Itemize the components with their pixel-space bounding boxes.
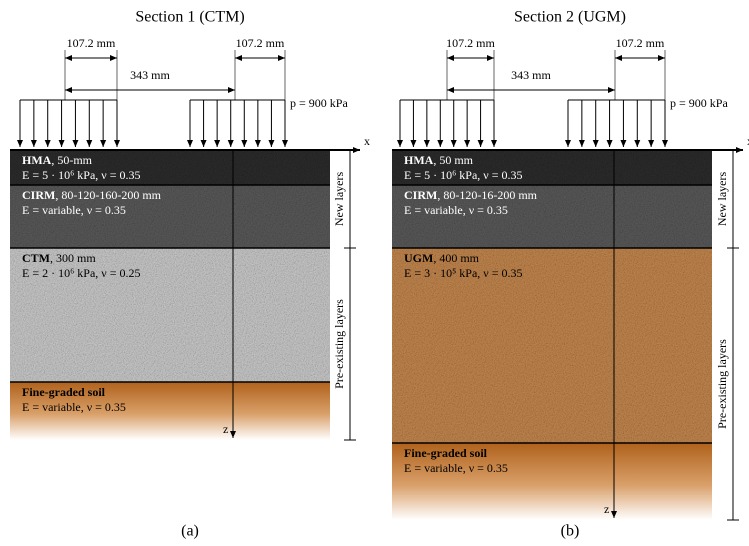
dim-label: 107.2 mm [616, 36, 665, 50]
layer-name: Fine-graded soil [404, 446, 488, 460]
layer-props: E = variable, ν = 0.35 [22, 203, 126, 217]
layer-name: HMA [22, 153, 52, 167]
x-axis-label: x [364, 134, 370, 148]
caption: (b) [561, 523, 580, 540]
dim-label: 343 mm [130, 68, 170, 82]
layer-label: Fine-graded soil [404, 446, 488, 460]
group-label: New layers [715, 172, 729, 227]
layer-label: CIRM, 80-120-16-200 mm [404, 188, 538, 202]
dim-label: 343 mm [511, 68, 551, 82]
layer-label: Fine-graded soil [22, 385, 106, 399]
layer-props: E = variable, ν = 0.35 [404, 203, 508, 217]
section-title: Section 1 (CTM) [135, 9, 244, 26]
layer-props: E = 2 · 10⁶ kPa, ν = 0.25 [22, 266, 140, 280]
section-title: Section 2 (UGM) [514, 9, 626, 26]
load-label: p = 900 kPa [290, 96, 348, 110]
layer-name: HMA [404, 153, 434, 167]
layer-label: HMA, 50 mm [404, 153, 474, 167]
layer-detail: , 80-120-160-200 mm [55, 188, 161, 202]
layer-label: CIRM, 80-120-160-200 mm [22, 188, 162, 202]
layer-props: E = variable, ν = 0.35 [404, 461, 508, 475]
diagram: Section 1 (CTM)(a)HMA, 50-mmE = 5 · 10⁶ … [0, 0, 749, 546]
dim-label: 107.2 mm [236, 36, 285, 50]
layer-label: UGM, 400 mm [404, 251, 480, 265]
load-label: p = 900 kPa [670, 96, 728, 110]
layer-detail: , 80-120-16-200 mm [437, 188, 537, 202]
z-axis-label: z [604, 502, 609, 516]
layer-detail: , 50-mm [51, 153, 92, 167]
group-label: Pre-existing layers [332, 299, 346, 389]
group-label: Pre-existing layers [715, 339, 729, 429]
layer-props: E = 5 · 10⁶ kPa, ν = 0.35 [22, 168, 140, 182]
layer-detail: , 400 mm [433, 251, 479, 265]
layer-label: CTM, 300 mm [22, 251, 96, 265]
layer-props: E = 3 · 10⁵ kPa, ν = 0.35 [404, 266, 522, 280]
caption: (a) [181, 523, 199, 540]
layer-props: E = variable, ν = 0.35 [22, 400, 126, 414]
layer-name: Fine-graded soil [22, 385, 106, 399]
layer-name: CIRM [22, 188, 55, 202]
layer-name: UGM [404, 251, 433, 265]
layer-label: HMA, 50-mm [22, 153, 93, 167]
layer-name: CIRM [404, 188, 437, 202]
z-axis-label: z [223, 422, 228, 436]
layer-detail: , 300 mm [50, 251, 96, 265]
layer-detail: , 50 mm [433, 153, 473, 167]
dim-label: 107.2 mm [67, 36, 116, 50]
layer-props: E = 5 · 10⁶ kPa, ν = 0.35 [404, 168, 522, 182]
group-label: New layers [332, 172, 346, 227]
layer-name: CTM [22, 251, 50, 265]
dim-label: 107.2 mm [446, 36, 495, 50]
